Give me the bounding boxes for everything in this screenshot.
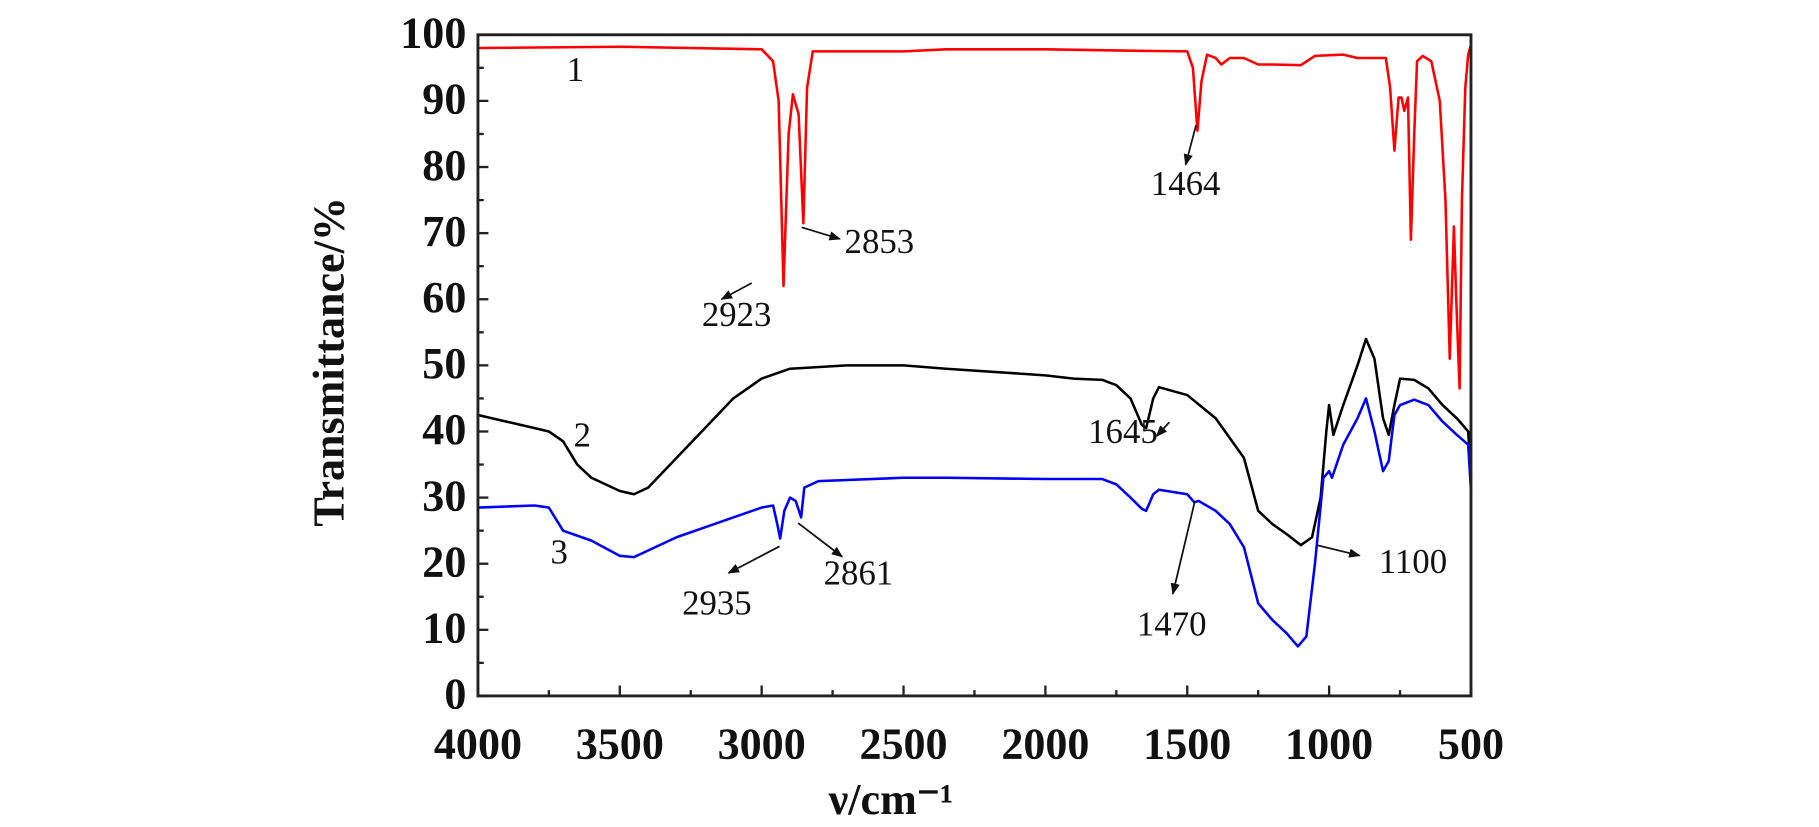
annotation-arrow-2861 — [797, 522, 844, 558]
y-axis-title: Transmittance/% — [304, 197, 353, 527]
y-tick-label: 100 — [400, 9, 466, 58]
y-tick-label: 40 — [422, 405, 466, 454]
annotation-arrow-1464 — [1183, 125, 1197, 166]
y-tick-label: 90 — [422, 75, 466, 124]
x-tick-label: 4000 — [434, 720, 522, 769]
series-labels: 1 2 3 — [550, 50, 591, 572]
series-line-1 — [477, 44, 1473, 390]
y-tick-label: 10 — [422, 604, 466, 653]
annotation-arrow-2935 — [727, 545, 780, 574]
annotation-label-2853: 2853 — [845, 222, 915, 261]
x-axis-title: ν/cm⁻¹ — [828, 775, 954, 824]
series-line-2 — [477, 337, 1473, 547]
y-tick-label: 80 — [422, 141, 466, 190]
y-tick-label: 0 — [444, 670, 466, 719]
annotation-arrow-2853 — [801, 226, 842, 241]
series-label-3: 3 — [550, 533, 567, 572]
annotation-label-2923: 2923 — [702, 295, 772, 334]
x-tick-label: 2500 — [859, 720, 947, 769]
y-tick-label: 20 — [422, 537, 466, 586]
annotation-arrow-1470 — [1170, 500, 1196, 595]
annotation-label-1645: 1645 — [1088, 412, 1158, 451]
series-label-2: 2 — [574, 416, 591, 455]
annotation-arrow-2923 — [720, 282, 753, 301]
y-tick-label: 50 — [422, 339, 466, 388]
annotation-label-2861: 2861 — [824, 554, 894, 593]
x-tick-label: 500 — [1438, 720, 1504, 769]
x-tick-label: 1500 — [1143, 720, 1231, 769]
series-label-1: 1 — [567, 50, 584, 89]
x-tick-label: 2000 — [1001, 720, 1089, 769]
y-tick-label: 70 — [422, 207, 466, 256]
annotation-label-1464: 1464 — [1151, 164, 1221, 203]
y-tick-label: 30 — [422, 471, 466, 520]
annotation-label-1100: 1100 — [1379, 542, 1447, 581]
annotation-arrow-1645 — [1155, 421, 1170, 437]
x-tick-label: 3500 — [576, 720, 664, 769]
annotation-arrow-1100 — [1316, 544, 1361, 558]
x-tick-label: 3000 — [718, 720, 806, 769]
x-tick-label: 1000 — [1285, 720, 1373, 769]
plot-frame — [476, 33, 1473, 698]
annotation-label-1470: 1470 — [1137, 605, 1207, 644]
annotation-label-2935: 2935 — [682, 584, 752, 623]
series-layer — [477, 44, 1473, 648]
series-line-3 — [477, 397, 1473, 648]
annotation-layer: 2923 2853 1464 1645 1100 2935 2861 1470 — [682, 125, 1447, 644]
y-tick-label: 60 — [422, 273, 466, 322]
